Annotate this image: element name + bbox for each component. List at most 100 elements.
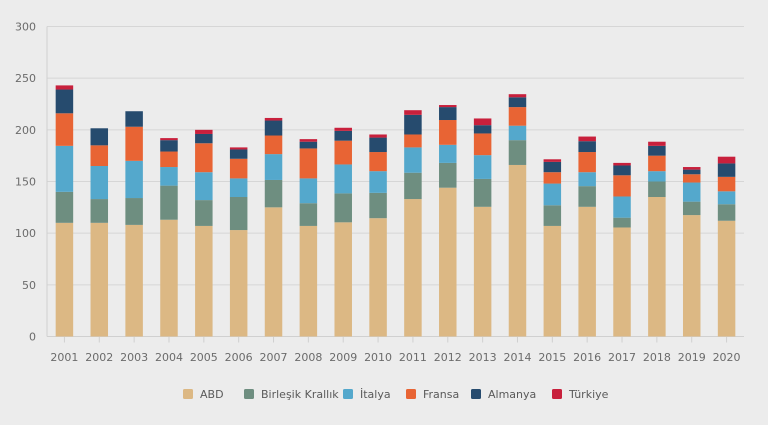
y-tick-label: 0 bbox=[29, 331, 36, 344]
bar-segment-abd-2004 bbox=[160, 219, 178, 337]
x-tick-label: 2017 bbox=[608, 351, 636, 364]
bar-segment-birleşik-krallık-2002 bbox=[90, 199, 109, 223]
bar-segment-i̇talya-2010 bbox=[369, 171, 387, 193]
x-tick-label: 2020 bbox=[713, 351, 741, 364]
bar-segment-abd-2014 bbox=[508, 164, 527, 337]
bar-segment-birleşik-krallık-2017 bbox=[613, 217, 631, 228]
bar-segment-almanya-2009 bbox=[334, 130, 352, 141]
legend-item-fransa: Fransa bbox=[406, 388, 459, 401]
legend-swatch bbox=[244, 389, 254, 399]
bar-stack-2020 bbox=[717, 156, 736, 337]
bar-segment-almanya-2016 bbox=[578, 141, 596, 153]
bar-segment-almanya-2020 bbox=[717, 163, 736, 177]
bar-segment-abd-2019 bbox=[682, 215, 701, 337]
x-tick-label: 2003 bbox=[120, 351, 148, 364]
bar-stack-2008 bbox=[299, 139, 318, 337]
bar-segment-fransa-2008 bbox=[299, 148, 318, 179]
bar-segment-birleşik-krallık-2008 bbox=[299, 203, 318, 226]
bar-segment-türkiye-2005 bbox=[195, 129, 213, 134]
bar-segment-türkiye-2016 bbox=[578, 136, 596, 142]
bar-segment-fransa-2001 bbox=[55, 113, 74, 146]
y-tick-label: 100 bbox=[15, 227, 36, 240]
bar-segment-fransa-2011 bbox=[404, 134, 422, 148]
bar-segment-fransa-2007 bbox=[264, 135, 283, 155]
bar-segment-i̇talya-2006 bbox=[229, 178, 248, 197]
x-tick-label: 2010 bbox=[364, 351, 392, 364]
y-tick-label: 200 bbox=[15, 124, 36, 137]
bar-segment-abd-2013 bbox=[473, 206, 492, 337]
bar-stack-2019 bbox=[682, 167, 701, 337]
legend-item-birleşik-krallık: Birleşik Krallık bbox=[244, 388, 339, 401]
bar-stack-2010 bbox=[369, 134, 387, 337]
bar-segment-almanya-2013 bbox=[473, 125, 492, 134]
bar-stack-2007 bbox=[264, 117, 283, 337]
x-tick-label: 2013 bbox=[469, 351, 497, 364]
bar-segment-almanya-2012 bbox=[439, 107, 457, 121]
legend-label: Türkiye bbox=[568, 388, 609, 401]
x-tick-label: 2007 bbox=[260, 351, 288, 364]
bar-segment-birleşik-krallık-2007 bbox=[264, 179, 283, 208]
bar-stack-2016 bbox=[578, 136, 596, 337]
legend-item-i̇talya: İtalya bbox=[343, 388, 391, 401]
bar-stack-2005 bbox=[195, 129, 213, 337]
bar-segment-türkiye-2008 bbox=[299, 139, 318, 142]
bar-segment-fransa-2004 bbox=[160, 151, 178, 168]
bar-segment-birleşik-krallık-2005 bbox=[195, 200, 213, 226]
bar-segment-almanya-2004 bbox=[160, 140, 178, 152]
bar-segment-birleşik-krallık-2019 bbox=[682, 201, 701, 216]
legend: ABD Birleşik Krallık İtalya Fransa Almanya Tü… bbox=[183, 388, 609, 401]
bar-segment-abd-2010 bbox=[369, 218, 387, 337]
bar-segment-birleşik-krallık-2014 bbox=[508, 140, 527, 165]
bar-segment-birleşik-krallık-2015 bbox=[543, 205, 562, 226]
bar-stack-2014 bbox=[508, 94, 527, 337]
bar-segment-i̇talya-2013 bbox=[473, 155, 492, 179]
bar-segment-abd-2015 bbox=[543, 225, 562, 337]
bar-segment-abd-2006 bbox=[229, 230, 248, 337]
bar-segment-türkiye-2019 bbox=[682, 167, 701, 170]
x-tick-label: 2006 bbox=[225, 351, 253, 364]
bar-segment-abd-2001 bbox=[55, 222, 74, 337]
bar-segment-fransa-2017 bbox=[613, 175, 631, 197]
legend-item-almanya: Almanya bbox=[471, 388, 536, 401]
bar-segment-i̇talya-2014 bbox=[508, 125, 527, 141]
x-tick-label: 2001 bbox=[50, 351, 78, 364]
bar-segment-türkiye-2012 bbox=[439, 105, 457, 108]
bar-segment-fransa-2020 bbox=[717, 176, 736, 192]
x-tick-label: 2012 bbox=[434, 351, 462, 364]
bar-stack-2003 bbox=[125, 111, 143, 337]
bar-segment-almanya-2015 bbox=[543, 161, 562, 173]
bar-segment-i̇talya-2001 bbox=[55, 145, 74, 192]
bar-stack-2009 bbox=[334, 127, 352, 337]
bar-segment-i̇talya-2012 bbox=[439, 144, 457, 163]
bar-segment-abd-2008 bbox=[299, 225, 318, 337]
bar-segment-i̇talya-2008 bbox=[299, 178, 318, 204]
bar-stack-2004 bbox=[160, 138, 178, 337]
x-tick-label: 2009 bbox=[329, 351, 357, 364]
bar-segment-fransa-2003 bbox=[125, 126, 143, 161]
bar-segment-abd-2009 bbox=[334, 222, 352, 337]
bar-segment-i̇talya-2015 bbox=[543, 183, 562, 206]
x-tick-label: 2019 bbox=[678, 351, 706, 364]
bar-segment-türkiye-2018 bbox=[648, 141, 666, 146]
gridlines bbox=[47, 26, 744, 286]
bar-segment-abd-2007 bbox=[264, 207, 283, 337]
bar-segment-birleşik-krallık-2020 bbox=[717, 204, 736, 221]
bar-segment-i̇talya-2016 bbox=[578, 172, 596, 187]
legend-swatch bbox=[471, 389, 481, 399]
bar-segment-i̇talya-2019 bbox=[682, 182, 701, 202]
bar-segment-i̇talya-2002 bbox=[90, 166, 109, 200]
bar-segment-i̇talya-2011 bbox=[404, 147, 422, 173]
x-tick-label: 2002 bbox=[85, 351, 113, 364]
bar-segment-almanya-2017 bbox=[613, 165, 631, 176]
bar-segment-birleşik-krallık-2018 bbox=[648, 181, 666, 197]
x-tick-label: 2015 bbox=[538, 351, 566, 364]
bar-segment-almanya-2001 bbox=[55, 89, 74, 114]
bar-segment-türkiye-2011 bbox=[404, 110, 422, 115]
x-tick-label: 2011 bbox=[399, 351, 427, 364]
bar-segment-i̇talya-2017 bbox=[613, 196, 631, 218]
bar-segment-abd-2002 bbox=[90, 222, 109, 337]
bar-segment-birleşik-krallık-2006 bbox=[229, 197, 248, 231]
bar-segment-almanya-2002 bbox=[90, 128, 109, 146]
